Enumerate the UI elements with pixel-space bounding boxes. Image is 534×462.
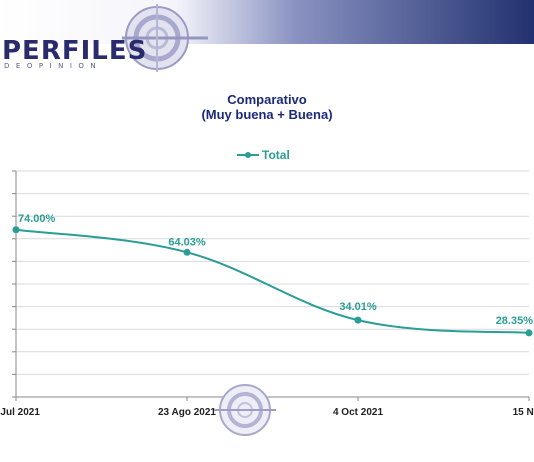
data-label: 34.01% <box>339 301 377 313</box>
chart-legend: Total <box>237 146 290 164</box>
chart-subtitle: (Muy buena + Buena) <box>201 107 333 122</box>
footer-logo-icon <box>214 384 276 436</box>
data-point <box>354 316 362 324</box>
data-point <box>183 248 191 256</box>
x-tick-label: 6 Jul 2021 <box>0 407 40 418</box>
x-tick-label: 15 Nov <box>513 407 534 418</box>
legend-label: Total <box>262 148 290 162</box>
header-banner <box>0 0 534 72</box>
data-label: 74.00% <box>18 213 56 225</box>
data-label: 28.35% <box>496 315 534 327</box>
chart-title: Comparativo <box>227 92 307 107</box>
logo-emblem-icon <box>122 4 208 72</box>
data-point <box>525 329 533 337</box>
x-tick-label: 4 Oct 2021 <box>333 407 383 418</box>
logo-wordmark: PERFILES <box>2 36 148 66</box>
data-label: 64.03% <box>168 236 206 248</box>
x-tick-label: 23 Ago 2021 <box>158 407 216 418</box>
legend-line-marker-icon <box>237 152 259 158</box>
logo-tagline: DEOPINION <box>4 62 103 70</box>
data-point <box>12 226 20 234</box>
series-line-total <box>15 228 530 334</box>
